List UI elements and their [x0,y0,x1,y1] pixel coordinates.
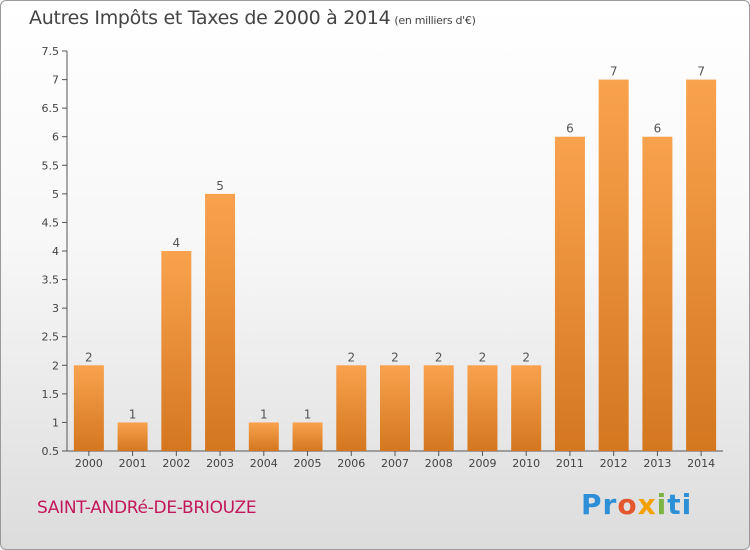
x-tick-label: 2009 [468,457,496,470]
x-tick-label: 2014 [687,457,715,470]
bar-value-label: 1 [304,407,312,421]
x-tick-label: 2011 [556,457,584,470]
logo-part-3: x [637,488,657,521]
bar [73,365,104,451]
x-tick-label: 2012 [600,457,628,470]
x-tick-label: 2001 [119,457,147,470]
commune-name: SAINT-ANDRé-DE-BRIOUZE [37,498,257,518]
bar-value-label: 1 [260,407,268,421]
bar-value-label: 7 [697,65,705,79]
x-tick-label: 2013 [643,457,671,470]
x-tick-label: 2000 [75,457,103,470]
bar-value-label: 5 [216,179,224,193]
unit-label: (en milliers d'€) [394,14,476,27]
bar-value-label: 6 [654,122,662,136]
y-tick-label: 6 [52,131,59,144]
bar-value-label: 1 [129,407,137,421]
bar [292,422,323,451]
bar [161,251,192,451]
proxiti-logo: Proxiti [581,488,692,521]
x-tick-label: 2008 [425,457,453,470]
y-tick-label: 2 [52,359,59,372]
bar [248,422,279,451]
logo-part-4: i [656,488,668,521]
bar [336,365,367,451]
bar-value-label: 2 [347,350,355,364]
y-tick-label: 0.5 [42,445,60,458]
x-tick-label: 2006 [337,457,365,470]
x-tick-label: 2007 [381,457,409,470]
logo-part-2: o [617,488,638,521]
bar [686,79,717,452]
bar-value-label: 6 [566,122,574,136]
y-tick-label: 1.5 [42,388,60,401]
bar [642,136,673,451]
logo-part-1: Pr [581,488,618,521]
x-tick-label: 2010 [512,457,540,470]
bar [423,365,454,451]
x-tick-label: 2005 [294,457,322,470]
y-tick-label: 7.5 [42,45,60,58]
bar-value-label: 2 [522,350,530,364]
y-tick-label: 3 [52,302,59,315]
bar-value-label: 2 [85,350,93,364]
x-tick-label: 2003 [206,457,234,470]
x-tick-label: 2004 [250,457,278,470]
bar [205,193,236,451]
bar [511,365,542,451]
y-tick-label: 5 [52,188,59,201]
x-tick-label: 2002 [162,457,190,470]
bar-value-label: 2 [391,350,399,364]
bar [117,422,148,451]
title-text: Autres Impôts et Taxes de 2000 à 2014 [29,7,391,29]
y-tick-label: 5.5 [42,159,60,172]
chart-title: Autres Impôts et Taxes de 2000 à 2014 (en… [29,7,476,29]
bar-value-label: 4 [173,236,181,250]
bar [554,136,585,451]
bar-value-label: 2 [479,350,487,364]
y-tick-label: 2.5 [42,331,60,344]
bar-value-label: 2 [435,350,443,364]
bar-value-label: 7 [610,65,618,79]
y-tick-label: 1 [52,416,59,429]
y-tick-label: 6.5 [42,102,60,115]
y-tick-label: 3.5 [42,274,60,287]
logo-part-5: ti [667,488,693,521]
bar [598,79,629,452]
bar [380,365,410,451]
y-tick-label: 4 [52,245,59,258]
y-tick-label: 7 [52,74,59,87]
y-tick-label: 4.5 [42,216,60,229]
bar [467,365,498,451]
